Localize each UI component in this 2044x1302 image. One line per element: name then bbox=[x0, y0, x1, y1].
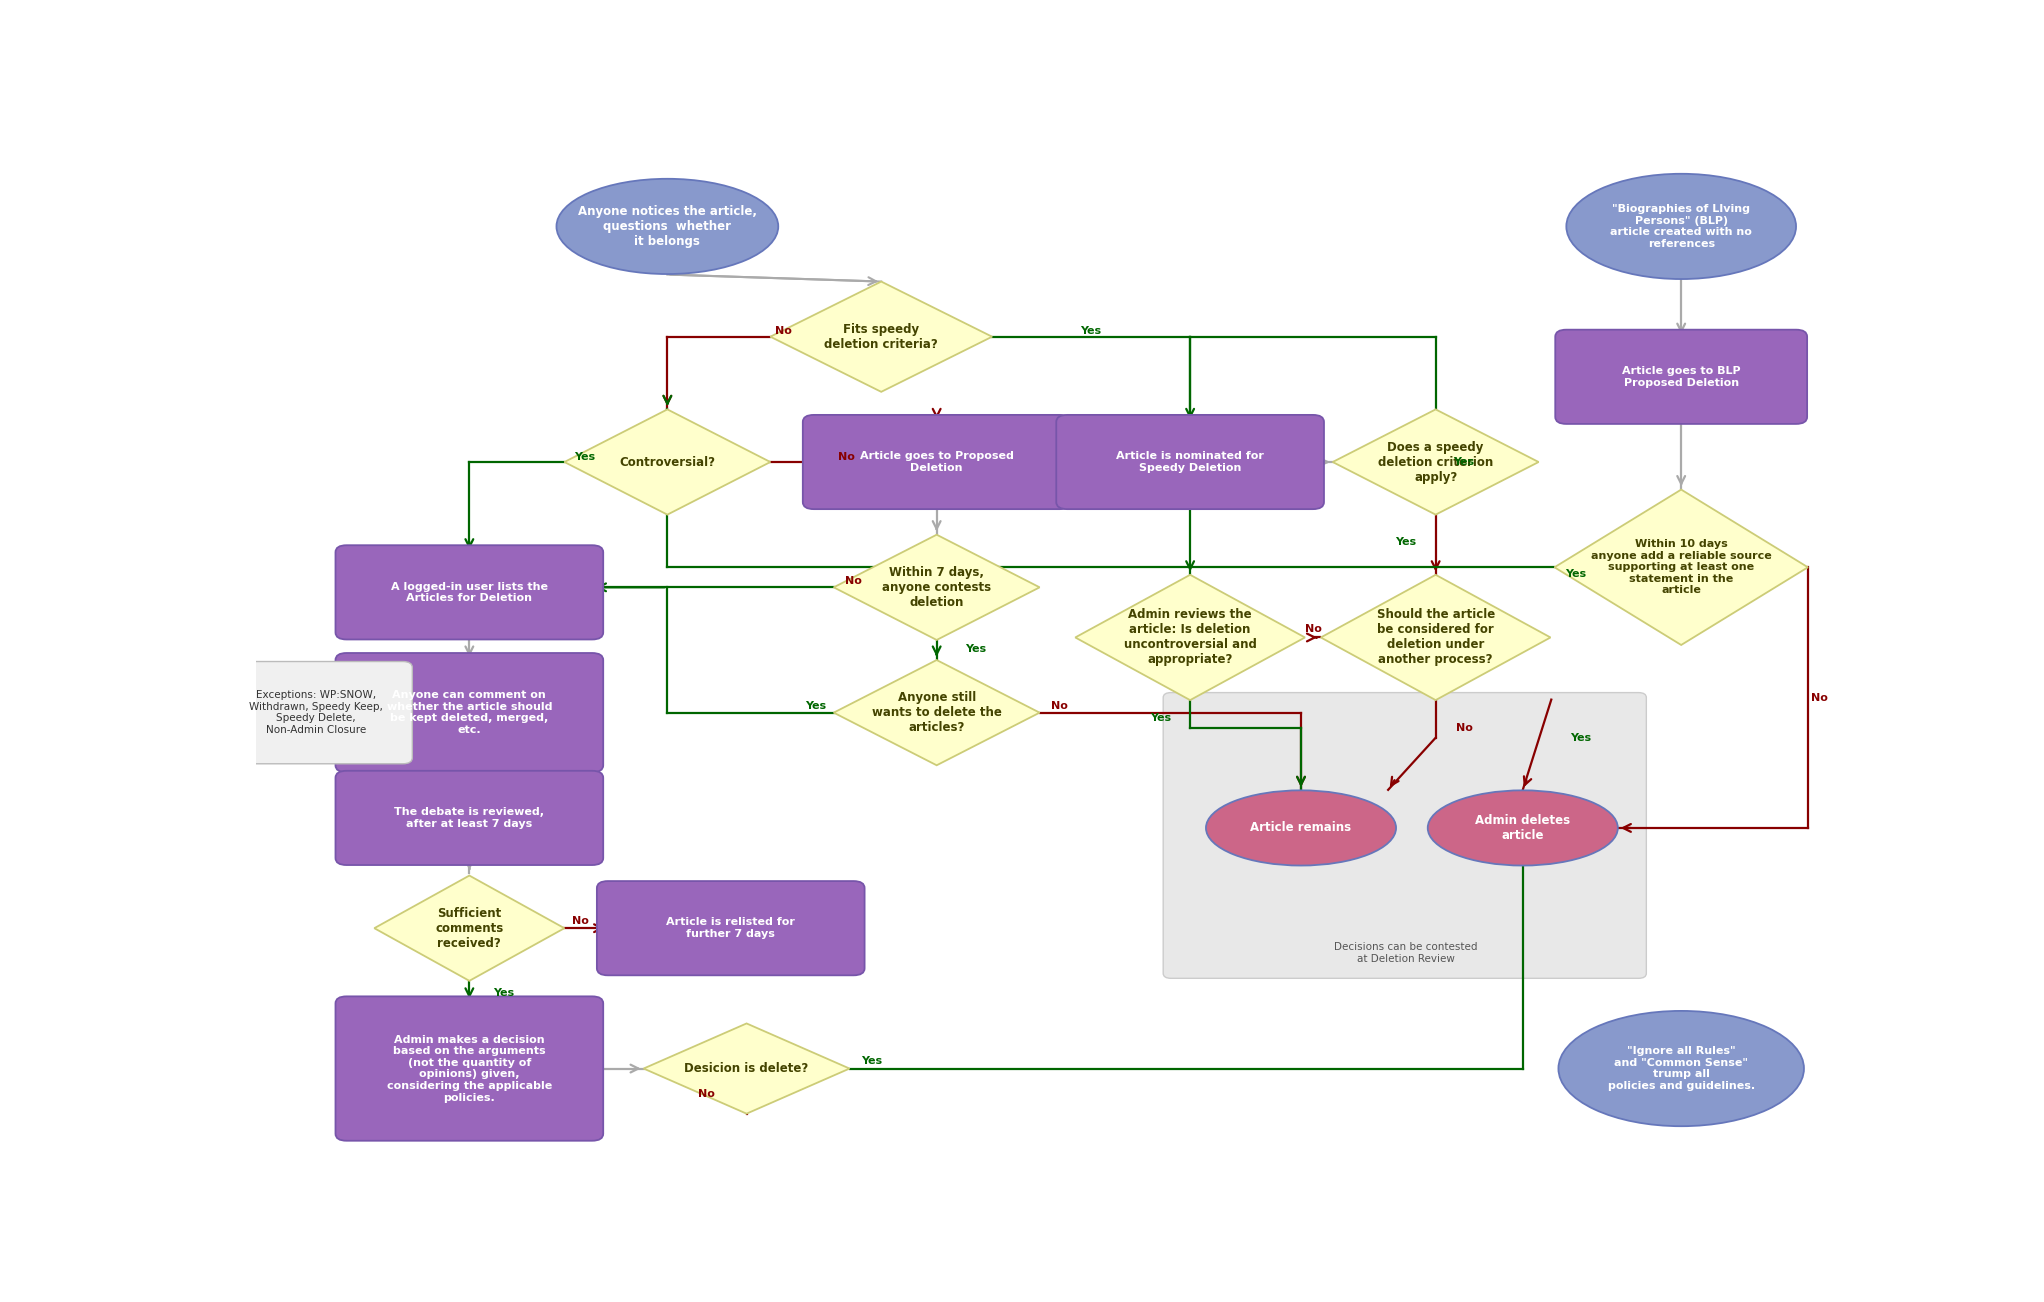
Text: Yes: Yes bbox=[1396, 538, 1416, 547]
Polygon shape bbox=[1320, 574, 1551, 700]
Text: Does a speedy
deletion criterion
apply?: Does a speedy deletion criterion apply? bbox=[1378, 440, 1494, 483]
Text: Anyone still
wants to delete the
articles?: Anyone still wants to delete the article… bbox=[871, 691, 1002, 734]
Polygon shape bbox=[771, 281, 991, 392]
Text: A logged-in user lists the
Articles for Deletion: A logged-in user lists the Articles for … bbox=[390, 582, 548, 603]
Text: Article remains: Article remains bbox=[1251, 822, 1351, 835]
Ellipse shape bbox=[1206, 790, 1396, 866]
Text: Sufficient
comments
received?: Sufficient comments received? bbox=[435, 906, 503, 949]
Text: Exceptions: WP:SNOW,
Withdrawn, Speedy Keep,
Speedy Delete,
Non-Admin Closure: Exceptions: WP:SNOW, Withdrawn, Speedy K… bbox=[249, 690, 382, 736]
Text: Yes: Yes bbox=[1570, 733, 1592, 742]
FancyBboxPatch shape bbox=[1555, 329, 1807, 424]
Text: "Biographies of LIving
Persons" (BLP)
article created with no
references: "Biographies of LIving Persons" (BLP) ar… bbox=[1611, 204, 1752, 249]
Text: Yes: Yes bbox=[965, 644, 987, 655]
Text: Yes: Yes bbox=[861, 1056, 881, 1065]
FancyBboxPatch shape bbox=[335, 771, 603, 865]
Text: Desicion is delete?: Desicion is delete? bbox=[685, 1062, 809, 1075]
Text: Yes: Yes bbox=[1566, 569, 1586, 579]
FancyBboxPatch shape bbox=[803, 415, 1071, 509]
Text: Admin makes a decision
based on the arguments
(not the quantity of
opinions) giv: Admin makes a decision based on the argu… bbox=[386, 1035, 552, 1103]
Polygon shape bbox=[1075, 574, 1304, 700]
FancyBboxPatch shape bbox=[1163, 693, 1645, 978]
FancyBboxPatch shape bbox=[1057, 415, 1325, 509]
Text: Yes: Yes bbox=[1453, 457, 1474, 467]
Text: No: No bbox=[838, 452, 854, 462]
Text: No: No bbox=[844, 577, 863, 586]
Text: No: No bbox=[572, 917, 589, 926]
Text: Article is nominated for
Speedy Deletion: Article is nominated for Speedy Deletion bbox=[1116, 452, 1263, 473]
Text: Article goes to Proposed
Deletion: Article goes to Proposed Deletion bbox=[861, 452, 1014, 473]
Text: Anyone notices the article,
questions  whether
it belongs: Anyone notices the article, questions wh… bbox=[578, 204, 756, 247]
FancyBboxPatch shape bbox=[219, 661, 413, 764]
Ellipse shape bbox=[1558, 1010, 1805, 1126]
Text: Within 10 days
anyone add a reliable source
supporting at least one
statement in: Within 10 days anyone add a reliable sou… bbox=[1590, 539, 1772, 595]
FancyBboxPatch shape bbox=[335, 654, 603, 772]
Text: Article is relisted for
further 7 days: Article is relisted for further 7 days bbox=[666, 918, 795, 939]
FancyBboxPatch shape bbox=[335, 546, 603, 639]
Polygon shape bbox=[1555, 490, 1809, 644]
Polygon shape bbox=[644, 1023, 850, 1113]
Text: No: No bbox=[1455, 723, 1474, 733]
Text: Controversial?: Controversial? bbox=[619, 456, 715, 469]
Text: Decisions can be contested
at Deletion Review: Decisions can be contested at Deletion R… bbox=[1335, 943, 1478, 963]
Text: Should the article
be considered for
deletion under
another process?: Should the article be considered for del… bbox=[1376, 608, 1494, 667]
Text: Yes: Yes bbox=[1079, 326, 1102, 336]
Polygon shape bbox=[374, 875, 564, 980]
Polygon shape bbox=[834, 660, 1040, 766]
Ellipse shape bbox=[556, 178, 779, 273]
FancyBboxPatch shape bbox=[597, 881, 865, 975]
Text: "Ignore all Rules"
and "Common Sense"
trump all
policies and guidelines.: "Ignore all Rules" and "Common Sense" tr… bbox=[1609, 1046, 1754, 1091]
Polygon shape bbox=[564, 409, 771, 514]
Text: No: No bbox=[697, 1088, 715, 1099]
Ellipse shape bbox=[1427, 790, 1619, 866]
Text: Admin deletes
article: Admin deletes article bbox=[1476, 814, 1570, 842]
Text: Yes: Yes bbox=[493, 988, 515, 999]
Text: No: No bbox=[1051, 700, 1067, 711]
Text: Fits speedy
deletion criteria?: Fits speedy deletion criteria? bbox=[824, 323, 938, 350]
Polygon shape bbox=[1333, 409, 1539, 514]
Text: Article goes to BLP
Proposed Deletion: Article goes to BLP Proposed Deletion bbox=[1621, 366, 1741, 388]
Polygon shape bbox=[834, 535, 1040, 641]
Text: Within 7 days,
anyone contests
deletion: Within 7 days, anyone contests deletion bbox=[883, 566, 991, 609]
Text: Yes: Yes bbox=[1151, 712, 1171, 723]
Text: Yes: Yes bbox=[805, 700, 826, 711]
Text: Admin reviews the
article: Is deletion
uncontroversial and
appropriate?: Admin reviews the article: Is deletion u… bbox=[1124, 608, 1257, 667]
Text: Yes: Yes bbox=[574, 452, 595, 462]
Text: No: No bbox=[1306, 625, 1322, 634]
Text: The debate is reviewed,
after at least 7 days: The debate is reviewed, after at least 7… bbox=[394, 807, 544, 828]
Text: Anyone can comment on
whether the article should
be kept deleted, merged,
etc.: Anyone can comment on whether the articl… bbox=[386, 690, 552, 736]
Ellipse shape bbox=[1566, 173, 1797, 279]
Text: No: No bbox=[775, 326, 791, 336]
FancyBboxPatch shape bbox=[335, 996, 603, 1141]
Text: No: No bbox=[1811, 693, 1827, 703]
